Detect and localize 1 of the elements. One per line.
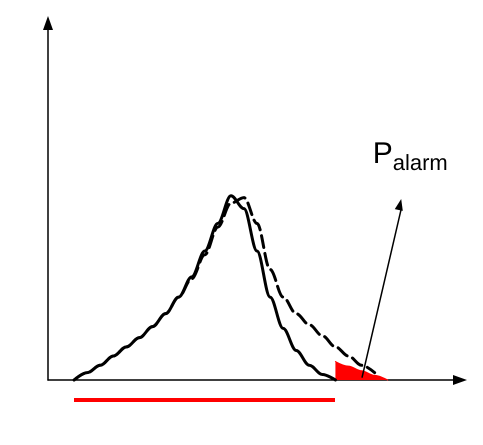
text: P$_{alarm}$ [372, 137, 448, 176]
